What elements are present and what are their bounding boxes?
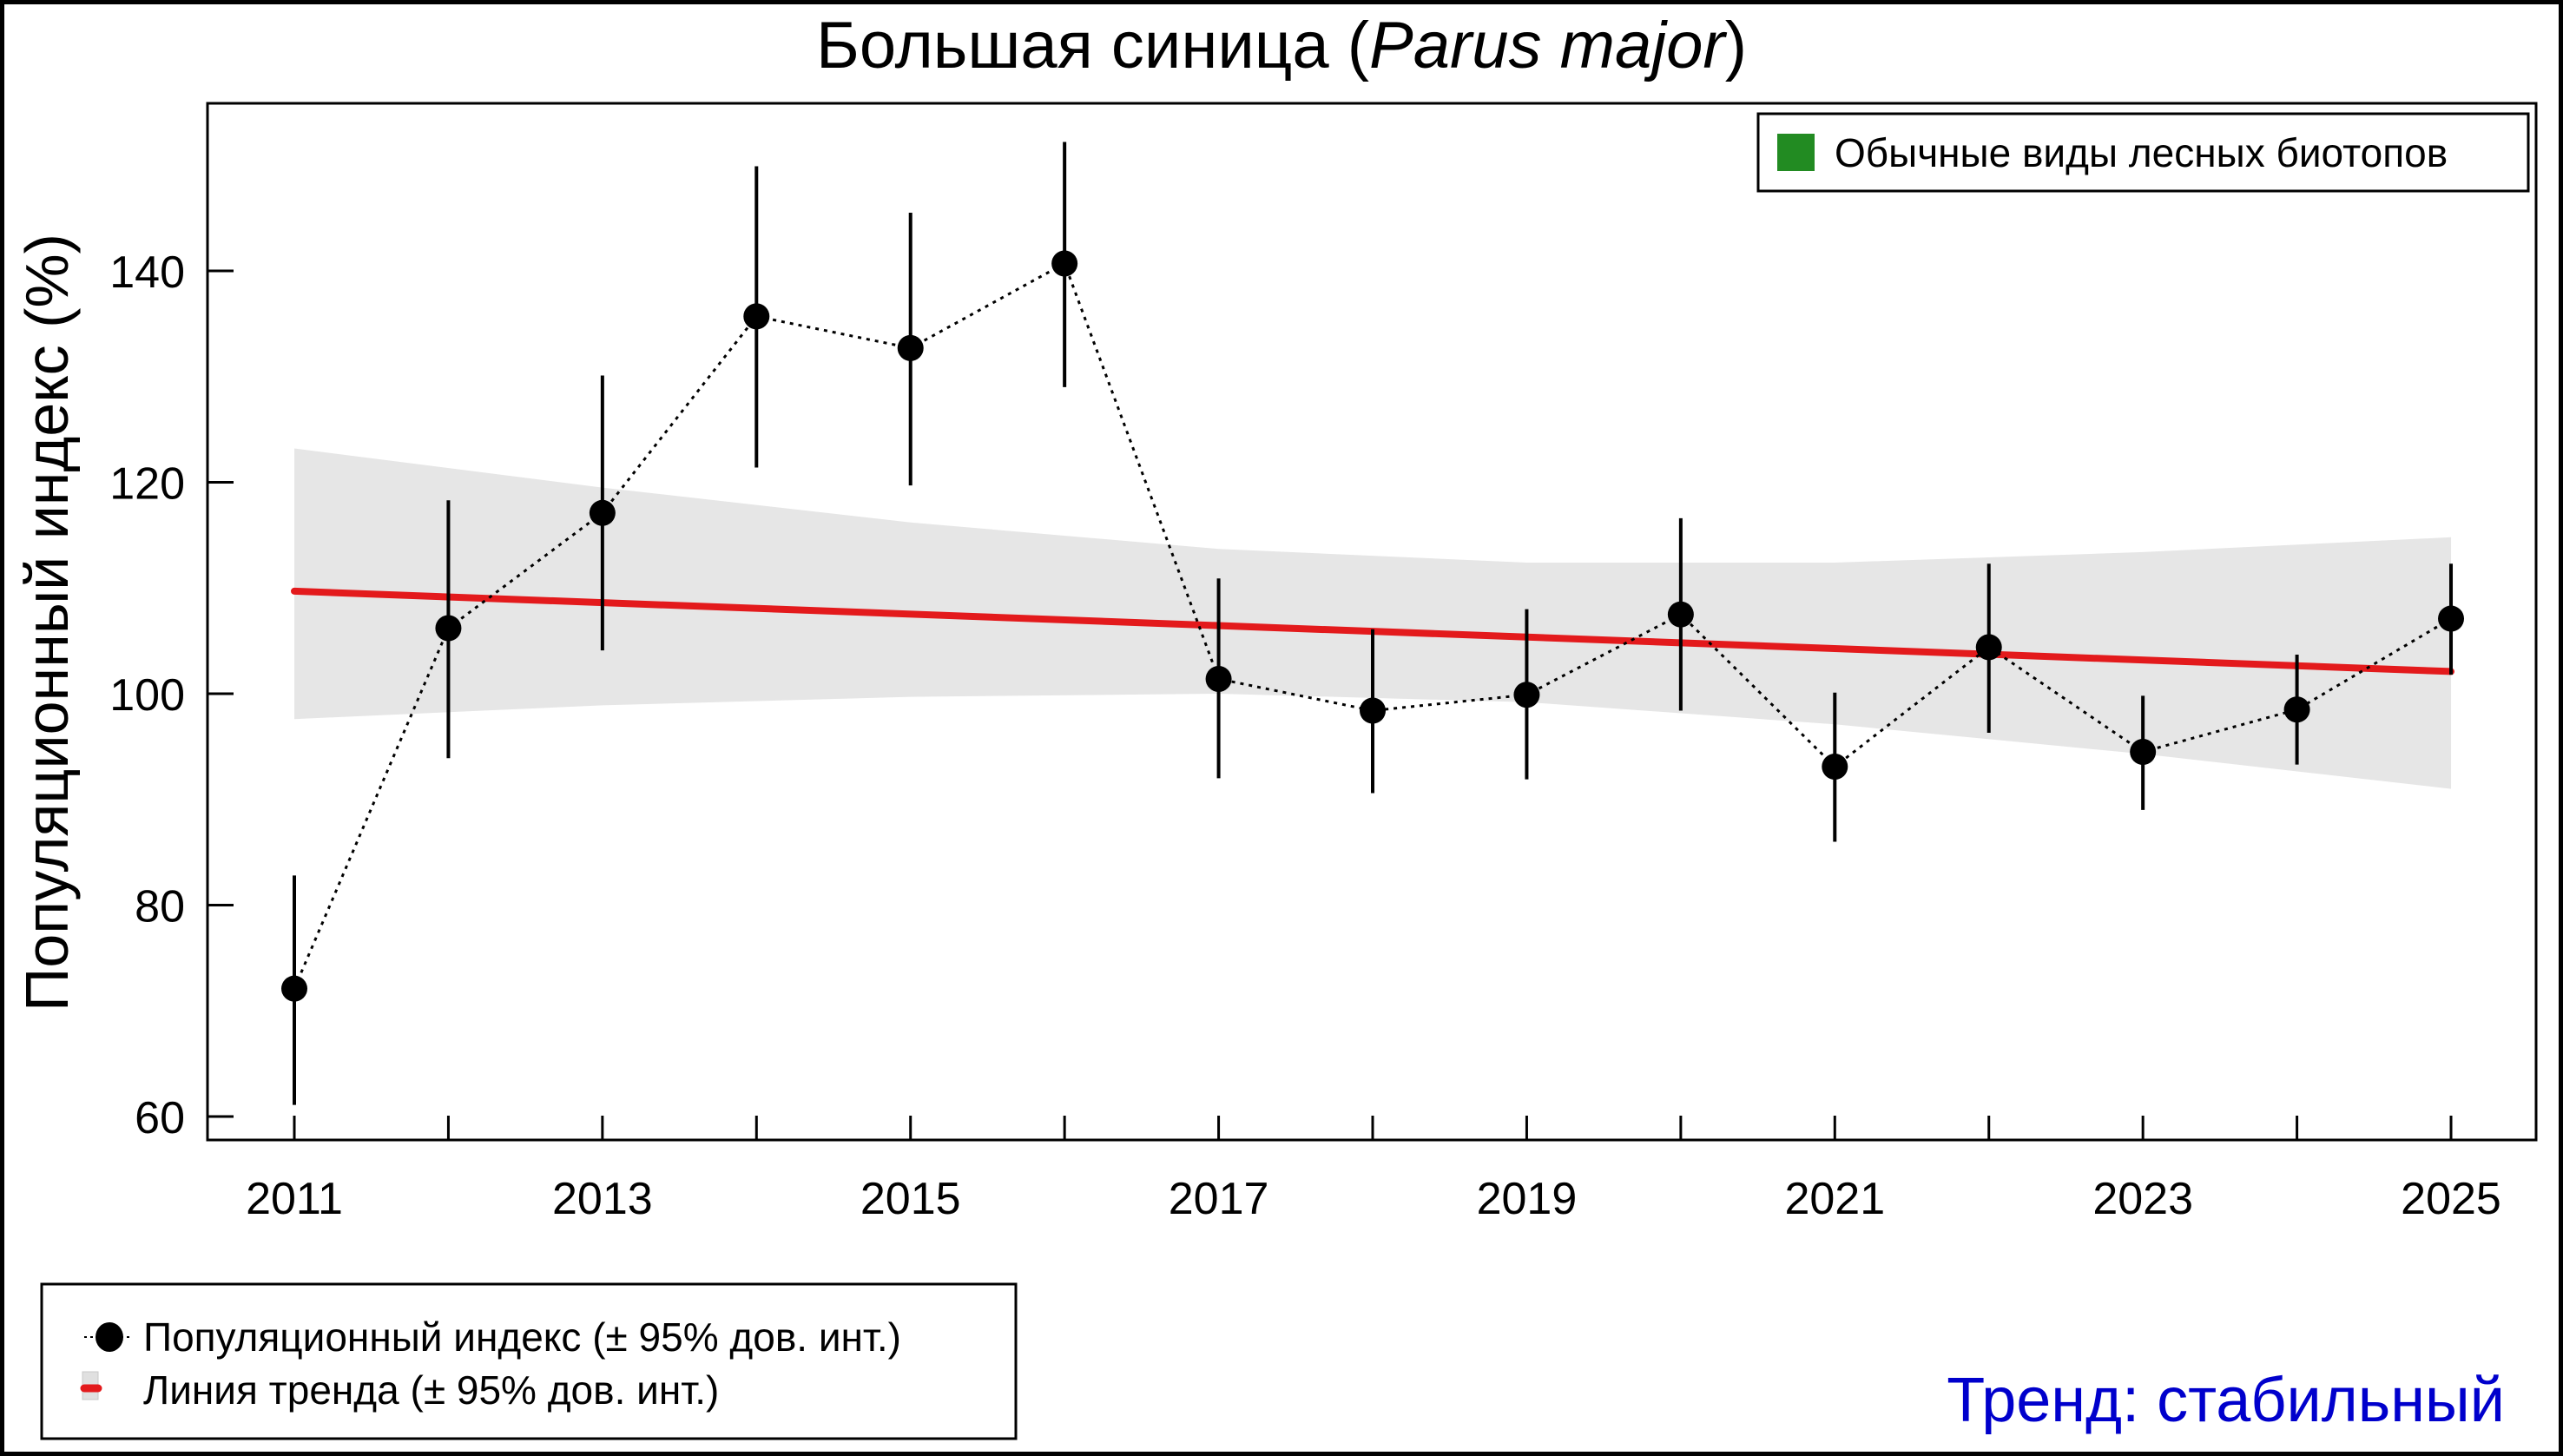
data-point-2019 xyxy=(1513,682,1540,708)
trend-ci-band xyxy=(294,448,2452,789)
x-tick-label: 2017 xyxy=(1169,1174,1269,1224)
data-point-2014 xyxy=(743,303,770,330)
habitat-legend: Обычные виды лесных биотопов xyxy=(1756,112,2530,193)
x-tick-label: 2013 xyxy=(552,1174,653,1224)
x-tick-label: 2019 xyxy=(1477,1174,1578,1224)
data-point-2024 xyxy=(2283,696,2310,723)
data-point-2016 xyxy=(1051,250,1078,277)
data-point-2017 xyxy=(1205,665,1232,692)
index-series-layer xyxy=(281,142,2465,1105)
data-point-2023 xyxy=(2130,738,2157,765)
trend-status: Тренд: стабильный xyxy=(1947,1366,2505,1435)
title-main: Большая синица ( xyxy=(816,9,1369,82)
data-point-2011 xyxy=(281,975,307,1002)
habitat-legend-label: Обычные виды лесных биотопов xyxy=(1835,130,2448,175)
legend-trend-label: Линия тренда (± 95% дов. инт.) xyxy=(143,1367,719,1413)
x-tick-label: 2025 xyxy=(2401,1174,2501,1224)
data-point-2022 xyxy=(1975,634,2002,661)
chart-title: Большая синица (Parus major) xyxy=(816,9,1747,82)
axes-layer: 60 80 100 120 140 2011 2013 2015 2017 2019 2021 202… xyxy=(109,102,2538,1224)
legend-index-label: Популяционный индекс (± 95% дов. инт.) xyxy=(143,1314,901,1360)
legend-index-point-icon xyxy=(96,1322,123,1352)
trend-ci-band-layer xyxy=(294,448,2452,789)
x-tick-label: 2021 xyxy=(1784,1174,1885,1224)
y-tick-label: 60 xyxy=(135,1093,185,1143)
y-tick-label: 140 xyxy=(109,247,185,298)
x-tick-label: 2015 xyxy=(860,1174,961,1224)
index-connector-line xyxy=(293,261,2452,990)
y-tick-label: 100 xyxy=(109,670,185,721)
data-point-2018 xyxy=(1360,697,1387,724)
data-point-2020 xyxy=(1667,601,1694,628)
data-point-2025 xyxy=(2438,605,2465,632)
title-species: Parus major xyxy=(1369,9,1727,82)
y-tick-label: 120 xyxy=(109,459,185,510)
habitat-legend-box xyxy=(1756,112,2530,193)
y-tick-label: 80 xyxy=(135,882,185,932)
series-legend: Популяционный индекс (± 95% дов. инт.) Л… xyxy=(40,1282,1018,1440)
y-axis-label: Популяционный индекс (%) xyxy=(13,234,81,1011)
x-tick-label: 2011 xyxy=(246,1174,343,1224)
data-point-2012 xyxy=(435,615,462,642)
data-point-2013 xyxy=(589,499,616,526)
data-point-2015 xyxy=(897,334,924,361)
series-legend-box xyxy=(40,1282,1018,1440)
data-point-2021 xyxy=(1822,754,1848,781)
habitat-legend-swatch xyxy=(1777,134,1815,171)
title-suffix: ) xyxy=(1725,9,1747,82)
x-tick-label: 2023 xyxy=(2092,1174,2193,1224)
